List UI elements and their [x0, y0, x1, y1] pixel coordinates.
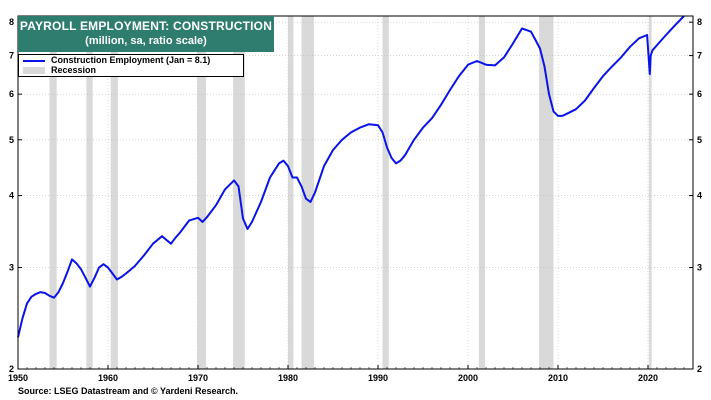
legend-recession-swatch — [23, 67, 45, 74]
x-tick-label-1: 1960 — [98, 373, 118, 383]
recession-band-8 — [478, 16, 486, 369]
y-tick-label-right-2: 4 — [697, 191, 702, 201]
legend-recession-label: Recession — [51, 65, 97, 75]
chart-subtitle: (million, sa, ratio scale) — [85, 35, 207, 47]
recession-band-6 — [301, 16, 315, 369]
series-line-0 — [17, 15, 685, 338]
legend-item-recession: Recession — [19, 65, 243, 75]
y-tick-label-left-0: 2 — [9, 364, 14, 374]
x-tick-label-2: 1970 — [188, 373, 208, 383]
legend-series-label: Construction Employment (Jan = 8.1) — [51, 55, 211, 65]
y-tick-label-right-1: 3 — [697, 263, 702, 273]
x-tick-label-4: 1990 — [368, 373, 388, 383]
source-note: Source: LSEG Datastream and © Yardeni Re… — [18, 386, 239, 396]
recession-band-9 — [539, 16, 554, 369]
y-tick-label-right-6: 8 — [697, 17, 702, 27]
y-tick-label-right-0: 2 — [697, 364, 702, 374]
recession-band-3 — [197, 16, 207, 369]
gridlines — [18, 16, 693, 369]
recession-band-10 — [648, 16, 652, 369]
chart-title: PAYROLL EMPLOYMENT: CONSTRUCTION — [19, 19, 273, 33]
legend-series-swatch — [23, 60, 45, 62]
y-tick-label-right-4: 6 — [697, 89, 702, 99]
x-tick-label-5: 2000 — [458, 373, 478, 383]
recession-bands — [49, 16, 652, 369]
y-tick-label-left-3: 5 — [9, 135, 14, 145]
y-tick-label-right-3: 5 — [697, 135, 702, 145]
axis-ticks: 2 2 3 3 4 4 5 5 6 6 7 7 8 8 1950 1960 1970 1980 1990 2000 20… — [8, 17, 702, 383]
plot-frame — [17, 15, 694, 370]
legend: Construction Employment (Jan = 8.1) Rece… — [18, 54, 244, 77]
chart-title-box: PAYROLL EMPLOYMENT: CONSTRUCTION (millio… — [18, 16, 274, 52]
y-tick-label-right-5: 7 — [697, 51, 702, 61]
x-tick-label-6: 2010 — [548, 373, 568, 383]
y-tick-label-left-2: 4 — [9, 191, 14, 201]
recession-band-2 — [110, 16, 118, 369]
legend-item-series: Construction Employment (Jan = 8.1) — [19, 55, 243, 65]
y-tick-label-left-4: 6 — [9, 89, 14, 99]
x-tick-label-0: 1950 — [8, 373, 28, 383]
x-tick-label-3: 1980 — [278, 373, 298, 383]
y-tick-label-left-5: 7 — [9, 51, 14, 61]
recession-band-1 — [86, 16, 93, 369]
y-tick-label-left-6: 8 — [9, 17, 14, 27]
recession-band-7 — [382, 16, 389, 369]
recession-band-0 — [49, 16, 57, 369]
x-tick-label-7: 2020 — [638, 373, 658, 383]
y-tick-label-left-1: 3 — [9, 263, 14, 273]
recession-band-5 — [288, 16, 294, 369]
series-layer — [17, 15, 685, 338]
